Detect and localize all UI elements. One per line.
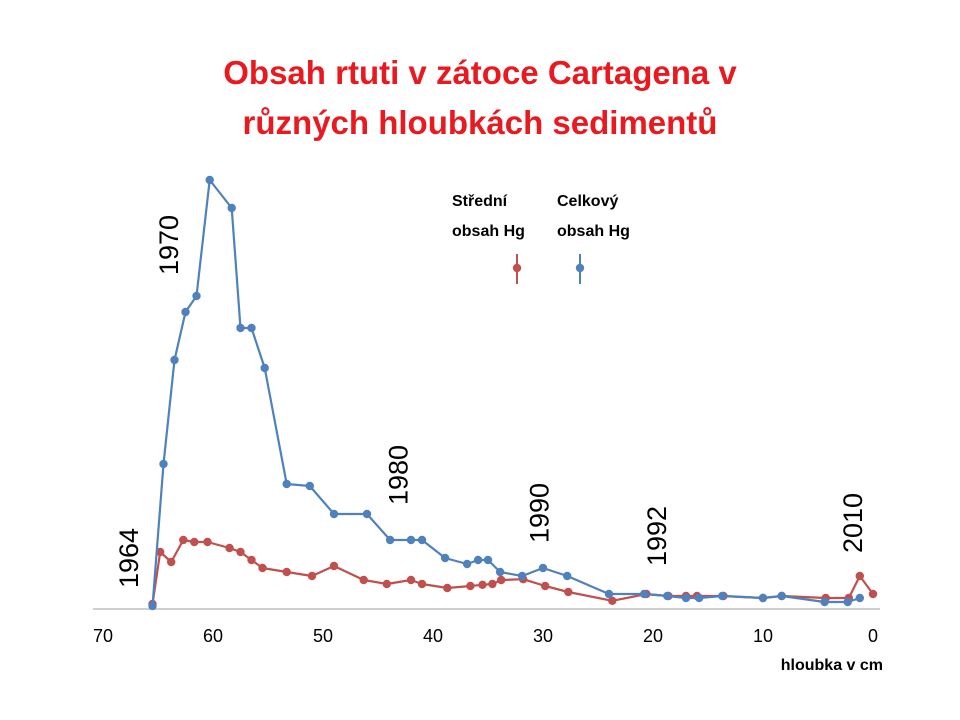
series-1-point-15 (406, 535, 416, 545)
series-0-point-4 (190, 537, 199, 547)
series-0-point-17 (443, 583, 452, 593)
year-annotation-1964: 1964 (114, 528, 144, 588)
series-1-point-30 (718, 591, 727, 601)
series-1 (148, 175, 864, 611)
series-1-point-35 (855, 593, 864, 603)
x-tick-label-30: 30 (533, 626, 553, 646)
series-0-point-1 (156, 547, 165, 557)
year-annotation-1980: 1980 (384, 445, 414, 505)
series-1-point-28 (681, 593, 691, 603)
series-0-point-36 (868, 589, 878, 599)
series-group (148, 175, 878, 611)
series-1-point-17 (440, 553, 450, 563)
series-0-point-10 (282, 567, 291, 577)
series-0-point-9 (258, 563, 267, 573)
x-tick-labels: 70 60 50 40 30 20 10 0 (93, 626, 878, 646)
series-0-point-23 (541, 581, 550, 591)
series-0-point-2 (167, 557, 176, 567)
chart-title-line-2: různých hloubkách sedimentů (242, 104, 718, 141)
series-0-point-14 (382, 579, 391, 589)
series-1-point-23 (538, 563, 548, 573)
year-annotations: 1964 1970 1980 1990 1992 2010 (114, 215, 868, 588)
series-1-point-26 (640, 589, 649, 599)
series-1-point-1 (159, 459, 168, 469)
series-1-point-18 (462, 559, 472, 569)
year-annotation-2010: 2010 (838, 493, 868, 553)
series-0-point-35 (855, 571, 864, 581)
chart-title-line-1: Obsah rtuti v zátoce Cartagena v (223, 54, 737, 91)
legend-label-0-line-0: Střední (452, 193, 508, 210)
x-tick-label-50: 50 (313, 626, 333, 646)
series-1-point-19 (473, 555, 483, 565)
series-1-point-27 (663, 591, 672, 601)
series-1-point-7 (236, 323, 245, 333)
legend-label-0-line-1: obsah Hg (452, 223, 525, 240)
series-1-point-33 (820, 597, 829, 607)
x-tick-label-10: 10 (753, 626, 773, 646)
legend-swatch-marker-0 (512, 263, 522, 273)
x-tick-label-60: 60 (203, 626, 223, 646)
series-1-point-2 (170, 355, 179, 365)
series-1-point-34 (843, 597, 852, 607)
x-axis-label: hloubka v cm (781, 657, 883, 674)
series-line-1 (151, 178, 861, 607)
series-0-point-25 (608, 596, 617, 605)
series-0-point-18 (466, 581, 475, 591)
series-1-point-25 (604, 589, 614, 599)
legend: Střední obsah Hg Celkový obsah Hg (452, 193, 630, 284)
series-1-point-29 (695, 593, 704, 603)
series-1-point-8 (247, 323, 256, 333)
series-1-point-24 (563, 571, 572, 581)
series-0-point-21 (497, 575, 506, 585)
series-0-point-12 (329, 561, 339, 571)
series-0-point-24 (564, 587, 573, 597)
series-1-point-5 (205, 175, 214, 185)
x-tick-label-70: 70 (93, 626, 113, 646)
series-1-point-22 (517, 571, 527, 581)
series-0-point-5 (203, 537, 212, 547)
series-1-point-4 (192, 291, 201, 301)
series-1-point-21 (495, 567, 505, 577)
series-1-point-6 (227, 203, 236, 213)
series-0-point-8 (247, 555, 256, 565)
series-0-point-19 (478, 580, 487, 589)
series-1-point-16 (417, 535, 427, 545)
legend-label-1-line-0: Celkový (557, 193, 618, 210)
x-tick-label-40: 40 (423, 626, 443, 646)
year-annotation-1992: 1992 (642, 506, 672, 566)
series-1-point-14 (385, 535, 395, 545)
legend-swatch-marker-1 (575, 263, 585, 273)
series-1-point-3 (181, 307, 190, 317)
series-0-point-15 (406, 575, 416, 585)
series-1-point-11 (305, 481, 314, 491)
series-0-point-6 (225, 543, 234, 553)
series-1-point-10 (282, 479, 291, 489)
chart-title: Obsah rtuti v zátoce Cartagena v různých… (0, 48, 960, 148)
series-0-point-20 (488, 579, 497, 589)
series-0-point-16 (417, 579, 427, 589)
legend-label-1-line-1: obsah Hg (557, 223, 630, 240)
series-1-point-32 (777, 591, 786, 601)
series-1-point-12 (329, 509, 339, 519)
series-1-point-0 (148, 601, 157, 611)
series-1-point-13 (362, 509, 372, 519)
x-tick-label-0: 0 (868, 626, 878, 646)
series-0-point-11 (307, 571, 317, 581)
series-1-point-20 (483, 555, 493, 565)
series-0-point-13 (359, 575, 368, 585)
year-annotation-1970: 1970 (154, 215, 184, 275)
series-0-point-7 (236, 547, 245, 557)
series-1-point-9 (260, 363, 269, 373)
year-annotation-1990: 1990 (525, 483, 555, 543)
series-0-point-3 (179, 535, 188, 545)
series-1-point-31 (758, 593, 768, 603)
x-tick-label-20: 20 (643, 626, 663, 646)
